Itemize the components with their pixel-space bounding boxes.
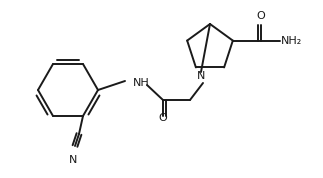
Text: N: N	[197, 71, 205, 81]
Text: NH: NH	[133, 78, 150, 88]
Text: O: O	[159, 113, 167, 123]
Text: N: N	[69, 155, 77, 165]
Text: NH₂: NH₂	[281, 36, 302, 46]
Text: O: O	[256, 11, 265, 21]
